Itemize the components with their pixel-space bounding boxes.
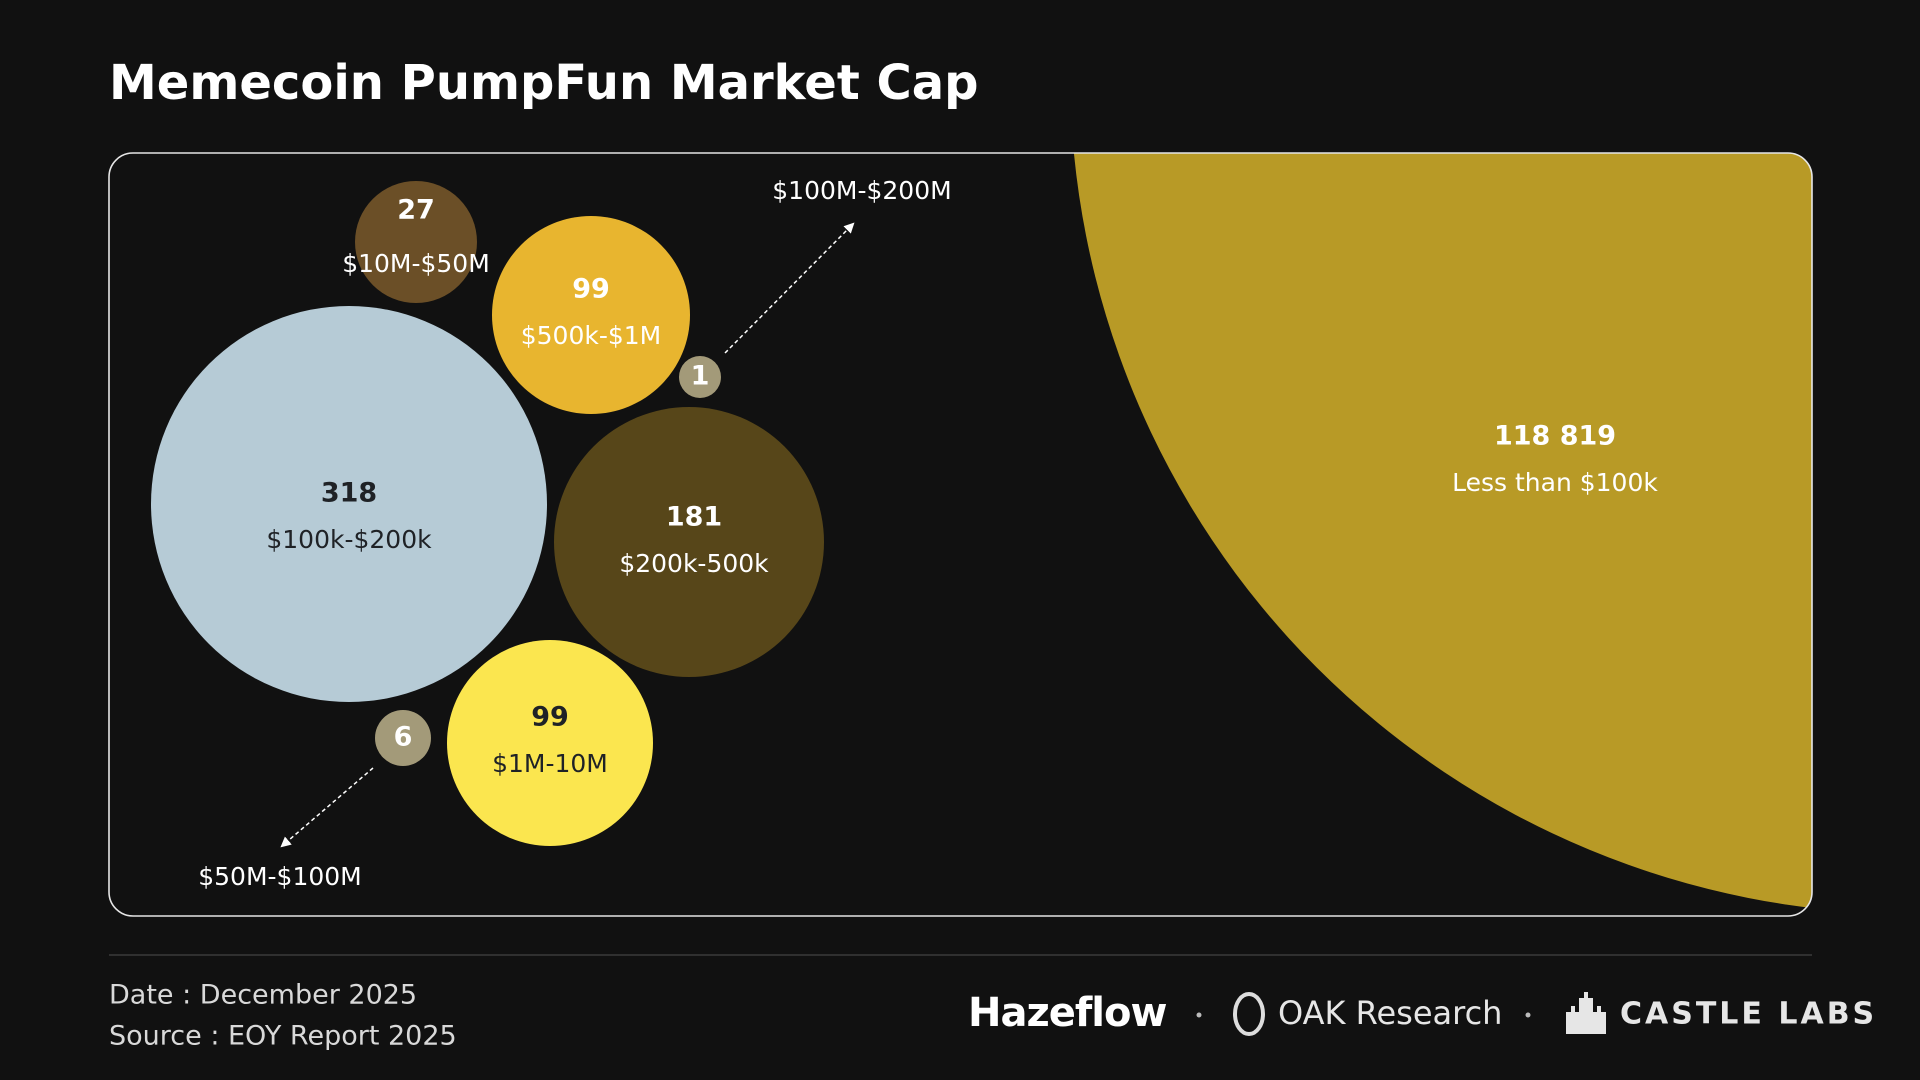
- bubble: [447, 640, 653, 846]
- callout-arrow: [724, 222, 855, 354]
- source-note: Source : EOY Report 2025: [109, 1021, 457, 1052]
- logo: OAK Research: [1278, 994, 1502, 1032]
- bubble: [375, 710, 431, 766]
- category-label: $200k-500k: [619, 549, 769, 578]
- logo: CASTLE LABS: [1620, 997, 1877, 1032]
- chart-title: Memecoin PumpFun Market Cap: [109, 55, 978, 111]
- plot-area: 27 $10M-$50M 99 $500k-$1M 1 $100M-$200M 318 $10…: [151, 153, 1812, 914]
- category-label: $100k-$200k: [266, 525, 432, 554]
- bubble: [355, 181, 477, 303]
- date-note: Date : December 2025: [109, 980, 417, 1011]
- separator: [1196, 1012, 1202, 1018]
- value-label: 99: [572, 274, 610, 305]
- category-label: $50M-$100M: [198, 862, 362, 891]
- category-label: $10M-$50M: [342, 249, 490, 278]
- separator: [1525, 1012, 1531, 1018]
- value-label: 318: [321, 478, 377, 509]
- value-label: 1: [691, 361, 710, 392]
- value-label: 6: [394, 722, 413, 753]
- bubble: [492, 216, 690, 414]
- value-label: 99: [531, 702, 569, 733]
- bubble: [679, 356, 721, 398]
- value-label: 27: [397, 195, 435, 226]
- logo-icon: [1566, 992, 1606, 1034]
- bubble: [151, 306, 547, 702]
- logo: Hazeflow: [968, 990, 1166, 1036]
- bubble: [554, 407, 824, 677]
- category-label: $500k-$1M: [521, 321, 662, 350]
- category-label: $1M-10M: [492, 749, 608, 778]
- category-label: Less than $100k: [1452, 468, 1658, 497]
- chart-frame: [108, 152, 1813, 917]
- callout-arrow: [280, 767, 374, 848]
- value-label: 118 819: [1494, 421, 1616, 452]
- category-label: $100M-$200M: [772, 176, 951, 205]
- logo-icon: [1233, 992, 1265, 1036]
- bubble: [1070, 153, 1812, 914]
- value-label: 181: [666, 502, 722, 533]
